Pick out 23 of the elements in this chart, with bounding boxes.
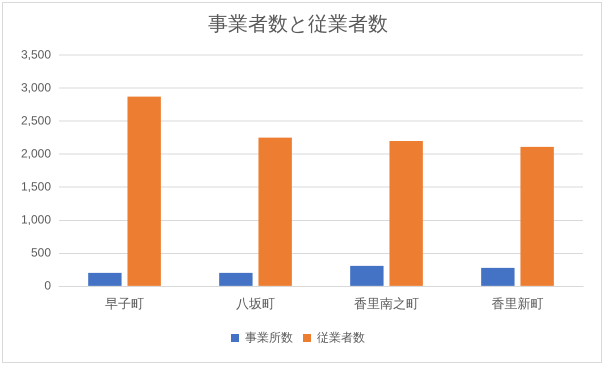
y-tick-label: 1,500 xyxy=(21,180,52,194)
legend-label: 従業者数 xyxy=(317,330,365,344)
bar xyxy=(520,146,554,286)
bar xyxy=(258,138,292,286)
y-tick-label: 0 xyxy=(44,278,52,293)
bar xyxy=(481,268,515,286)
y-tick-label: 1,000 xyxy=(21,212,52,227)
bar xyxy=(88,272,122,286)
bar xyxy=(219,272,253,286)
legend-label: 事業所数 xyxy=(245,330,293,344)
x-tick-label: 早子町 xyxy=(105,296,144,311)
bar xyxy=(350,266,384,286)
y-tick-label: 500 xyxy=(31,246,52,260)
x-tick-label: 香里南之町 xyxy=(354,296,420,311)
x-tick-label: 香里新町 xyxy=(492,296,544,311)
chart-title: 事業者数と従業者数 xyxy=(208,14,388,36)
bar xyxy=(127,96,161,286)
y-tick-label: 3,000 xyxy=(21,80,52,94)
y-tick-label: 3,500 xyxy=(21,47,52,62)
bar xyxy=(389,140,423,286)
y-tick-label: 2,000 xyxy=(21,146,52,160)
x-tick-label: 八坂町 xyxy=(236,296,276,311)
y-tick-label: 2,500 xyxy=(21,113,52,128)
